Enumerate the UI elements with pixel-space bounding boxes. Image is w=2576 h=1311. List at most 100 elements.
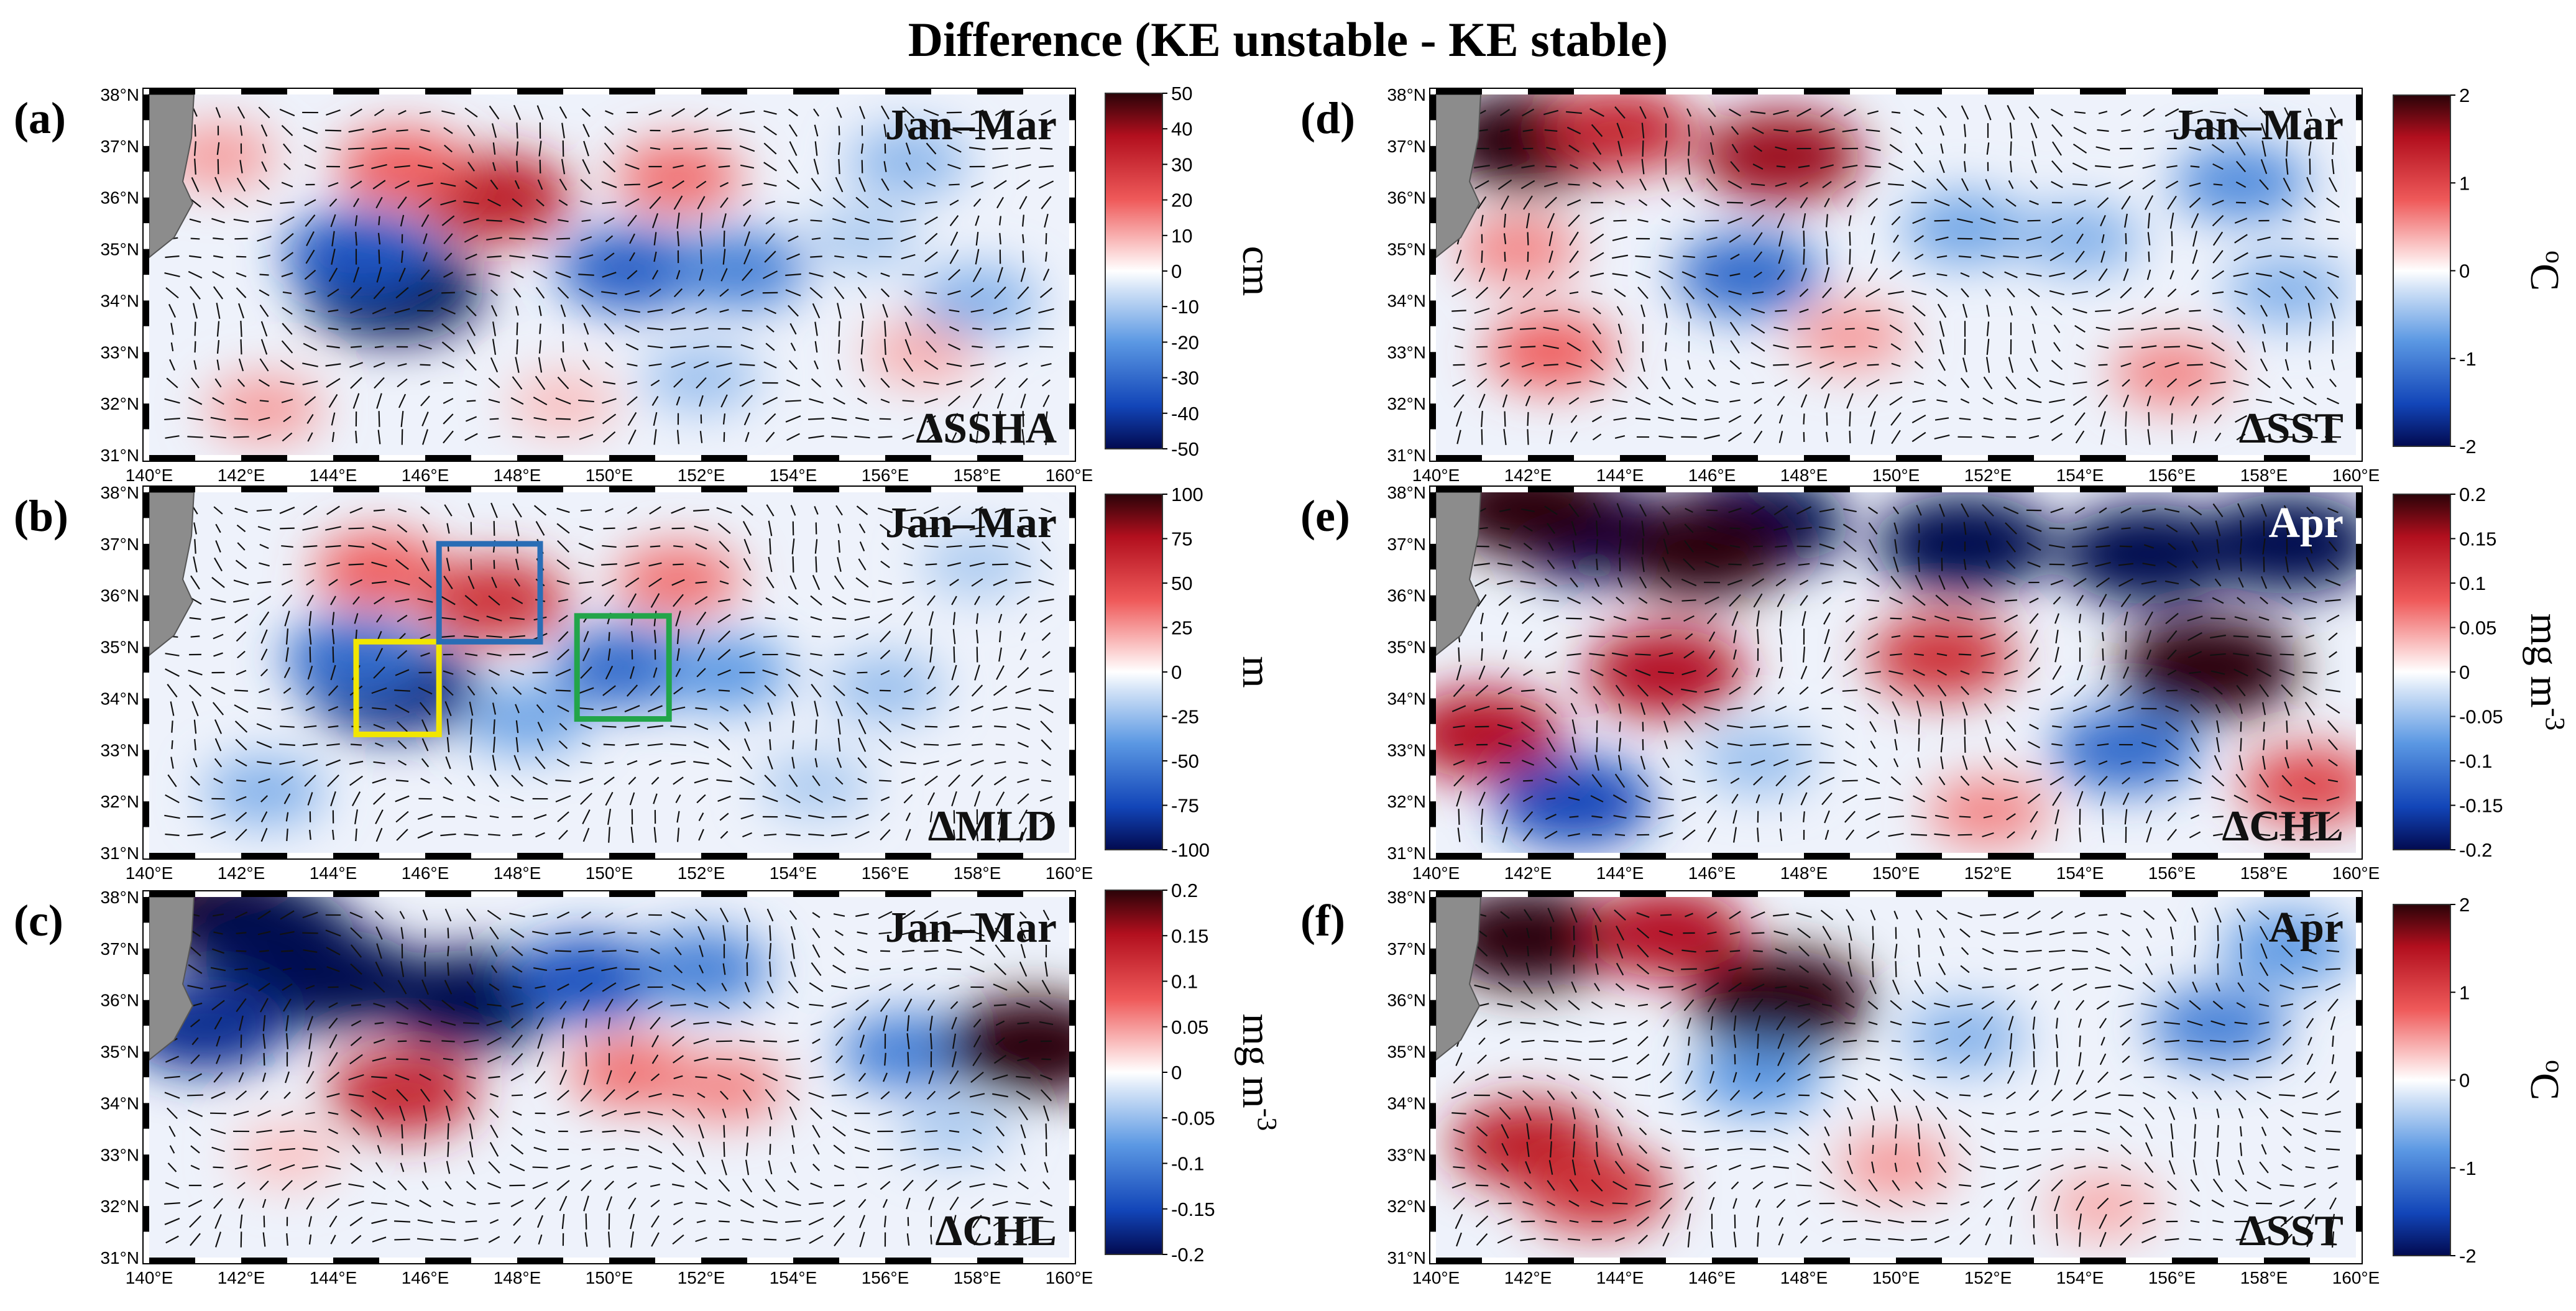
- vector-arrow: [1039, 287, 1053, 298]
- colorbar-tick-label: -0.15: [1171, 1198, 1215, 1220]
- vector-arrow: [698, 812, 704, 821]
- vector-arrow: [647, 345, 663, 349]
- vector-arrow: [993, 983, 1008, 991]
- x-tick-label: 158°E: [954, 1268, 1001, 1287]
- frame-segment: [2356, 724, 2362, 750]
- vector-arrow: [1868, 758, 1878, 768]
- panel-label: (b): [14, 491, 68, 541]
- vector-arrow: [785, 415, 801, 423]
- vector-arrow: [1015, 688, 1031, 694]
- vector-arrow: [238, 358, 244, 372]
- vector-arrow: [1547, 270, 1555, 279]
- vector-arrow: [396, 129, 408, 132]
- vector-arrow: [1848, 942, 1852, 960]
- vector-arrow: [923, 931, 939, 936]
- vector-arrow: [578, 543, 594, 550]
- vector-arrow: [259, 611, 270, 626]
- vector-arrow: [673, 195, 683, 210]
- vector-arrow: [1845, 614, 1855, 623]
- vector-arrow: [1775, 706, 1787, 712]
- vector-arrow: [1915, 909, 1923, 921]
- vector-arrow: [904, 998, 913, 1012]
- y-tick-label: 36°N: [1387, 586, 1426, 605]
- vector-arrow: [1845, 829, 1855, 840]
- vector-arrow: [628, 1197, 637, 1210]
- vector-arrow: [884, 321, 886, 337]
- vector-arrow: [1548, 250, 1553, 264]
- vector-arrow: [2095, 985, 2111, 989]
- vector-arrow: [1480, 808, 1484, 826]
- vector-arrow: [418, 344, 432, 350]
- frame-segment: [143, 897, 149, 923]
- vector-arrow: [1635, 1200, 1651, 1207]
- vector-arrow: [1819, 1181, 1835, 1190]
- vector-arrow: [1846, 393, 1854, 409]
- vector-arrow: [1937, 684, 1947, 697]
- vector-arrow: [214, 1231, 222, 1248]
- y-tick-label: 31°N: [100, 844, 139, 863]
- vector-arrow: [834, 286, 845, 300]
- vector-arrow: [1775, 146, 1787, 151]
- vector-arrow: [1915, 574, 1923, 591]
- vector-arrow: [375, 614, 383, 623]
- vector-arrow: [280, 232, 294, 245]
- vector-arrow: [330, 665, 336, 681]
- vector-arrow: [2031, 323, 2036, 334]
- vector-arrow: [191, 177, 200, 193]
- vector-arrow: [418, 999, 432, 1011]
- vector-arrow: [2100, 251, 2105, 263]
- heatmap-cell: [557, 228, 707, 312]
- vector-arrow: [2003, 932, 2019, 934]
- heatmap-cell: [554, 626, 701, 709]
- vector-arrow: [2118, 307, 2134, 315]
- vector-arrow: [2099, 1231, 2107, 1248]
- vector-arrow: [325, 759, 341, 766]
- vector-arrow: [1844, 598, 1856, 603]
- vector-arrow: [1499, 287, 1511, 299]
- panel-b: 140°E 142°E 144°E 146°E 148°E 150°E 152°E 154°E…: [14, 483, 1279, 883]
- vector-arrow: [260, 321, 268, 337]
- vector-arrow: [352, 198, 360, 208]
- vector-arrow: [878, 911, 893, 919]
- vector-arrow: [1960, 272, 1970, 278]
- vector-arrow: [884, 1052, 886, 1066]
- vector-arrow: [1960, 965, 1970, 973]
- vector-arrow: [214, 738, 222, 752]
- vector-arrow: [764, 775, 776, 787]
- vector-arrow: [2003, 649, 2018, 660]
- vector-arrow: [1688, 141, 1690, 156]
- vector-arrow: [1658, 652, 1673, 657]
- vector-arrow: [1709, 340, 1714, 354]
- vector-arrow: [1524, 909, 1532, 921]
- vector-arrow: [1590, 795, 1604, 803]
- vector-arrow: [1589, 108, 1604, 117]
- vector-arrow: [1522, 129, 1534, 132]
- vector-arrow: [671, 507, 686, 514]
- vector-arrow: [1776, 1016, 1786, 1031]
- vector-arrow: [2033, 1051, 2035, 1068]
- y-tick-label: 37°N: [1387, 137, 1426, 156]
- vector-arrow: [302, 1148, 318, 1151]
- vector-arrow: [1614, 773, 1626, 788]
- vector-arrow: [993, 180, 1007, 190]
- vector-arrow: [2260, 596, 2268, 605]
- vector-arrow: [1589, 217, 1604, 224]
- vector-arrow: [1519, 328, 1537, 330]
- vector-arrow: [696, 377, 707, 389]
- frame-segment: [1430, 120, 1436, 146]
- vector-arrow: [901, 106, 915, 119]
- vector-arrow: [993, 307, 1008, 315]
- frame-segment: [2356, 429, 2362, 455]
- vector-arrow: [1799, 1217, 1809, 1226]
- vector-arrow: [972, 1146, 983, 1153]
- vector-arrow: [583, 1195, 589, 1212]
- vector-arrow: [2073, 577, 2087, 587]
- vector-arrow: [1524, 1181, 1532, 1190]
- vector-arrow: [1894, 944, 1898, 959]
- vector-arrow: [604, 252, 615, 261]
- vector-arrow: [834, 946, 845, 956]
- vector-arrow: [1755, 1072, 1761, 1082]
- vector-arrow: [1615, 983, 1625, 991]
- vector-arrow: [259, 289, 270, 297]
- vector-arrow: [1497, 327, 1513, 331]
